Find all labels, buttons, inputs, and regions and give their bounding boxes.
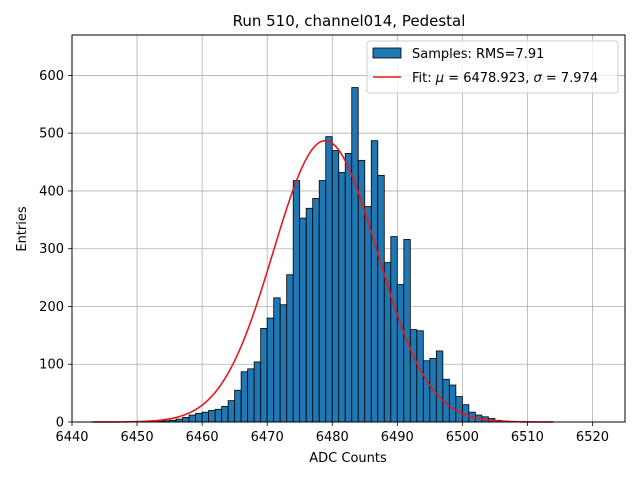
histogram-bar [266,317,275,423]
histogram-bar [305,207,314,423]
histogram-bar [253,361,262,423]
histogram-bar [338,172,346,423]
legend-mu-symbol: μ [435,71,444,86]
x-axis-ticks: 6440 6450 6460 6470 6480 6490 6500 6510 6520 [55,422,609,445]
histogram-bar [448,384,457,423]
histogram-bar [409,329,418,423]
histogram-bar [188,414,197,423]
histogram-bar [370,140,379,423]
histogram-bar [201,411,210,423]
histogram-bar [273,297,281,423]
legend-samples-label: Samples: RMS=7.91 [412,47,544,62]
histogram-bar [396,284,405,423]
histogram-bar [416,330,424,423]
histogram-bar [344,153,353,423]
y-tick-label: 300 [39,242,64,257]
histogram-bar [435,350,444,423]
fit-curve [91,139,554,423]
histogram-bar [312,198,320,423]
histogram-bar [403,239,411,423]
plot-frame [71,34,626,423]
legend-samples-swatch [372,47,402,59]
x-tick-label: 6500 [446,430,479,445]
legend-fit-label: Fit: μ = 6478.923, σ = 7.974 [412,71,598,86]
histogram-bar [364,206,372,423]
histogram-bar [208,410,216,423]
histogram-bar [240,371,249,423]
histogram-bar [377,174,385,423]
x-tick-label: 6460 [186,430,219,445]
legend-sigma-symbol: σ [534,71,543,86]
y-tick-label: 0 [56,416,64,431]
x-tick-label: 6490 [381,430,414,445]
histogram-bar [299,217,307,423]
legend-fit-mid: = 6478.923, [444,71,533,86]
legend-fit-prefix: Fit: [412,71,436,86]
x-tick-label: 6450 [121,430,154,445]
x-tick-label: 6470 [251,430,284,445]
legend-fit-end: = 7.974 [542,71,598,86]
y-tick-label: 400 [39,184,64,199]
x-tick-label: 6520 [576,430,609,445]
x-axis-label: ADC Counts [309,451,387,466]
histogram-bar [227,400,236,423]
x-tick-label: 6480 [316,430,349,445]
histogram-bar [422,360,431,423]
histogram-bar [286,274,294,423]
histogram-bar [195,412,203,423]
y-axis-ticks: 0 100 200 300 400 500 600 [39,69,72,431]
histogram-bar [221,406,229,423]
y-tick-label: 600 [39,69,64,84]
histogram-bar [390,236,398,423]
histogram-bars [156,87,522,423]
histogram-bar [247,368,255,423]
x-tick-label: 6510 [511,430,544,445]
histogram-bar [214,408,223,423]
histogram-bar [182,416,190,423]
histogram-bar [260,328,268,423]
chart-title: Run 510, channel014, Pedestal [233,12,466,30]
x-tick-label: 6440 [55,430,88,445]
histogram-bar [234,389,242,423]
histogram-bar [455,396,463,423]
legend: Samples: RMS=7.91 Fit: μ = 6478.923, σ =… [366,40,619,94]
histogram-bar [351,87,359,423]
histogram-bar [318,180,327,423]
histogram-bar [279,304,288,423]
histogram-bar [325,136,333,423]
histogram-bar [292,180,301,423]
y-tick-label: 500 [39,127,64,142]
y-tick-label: 100 [39,358,64,373]
y-axis-label: Entries [15,206,30,252]
y-tick-label: 200 [39,300,64,315]
histogram-bar [331,150,340,423]
legend-box [366,40,619,94]
